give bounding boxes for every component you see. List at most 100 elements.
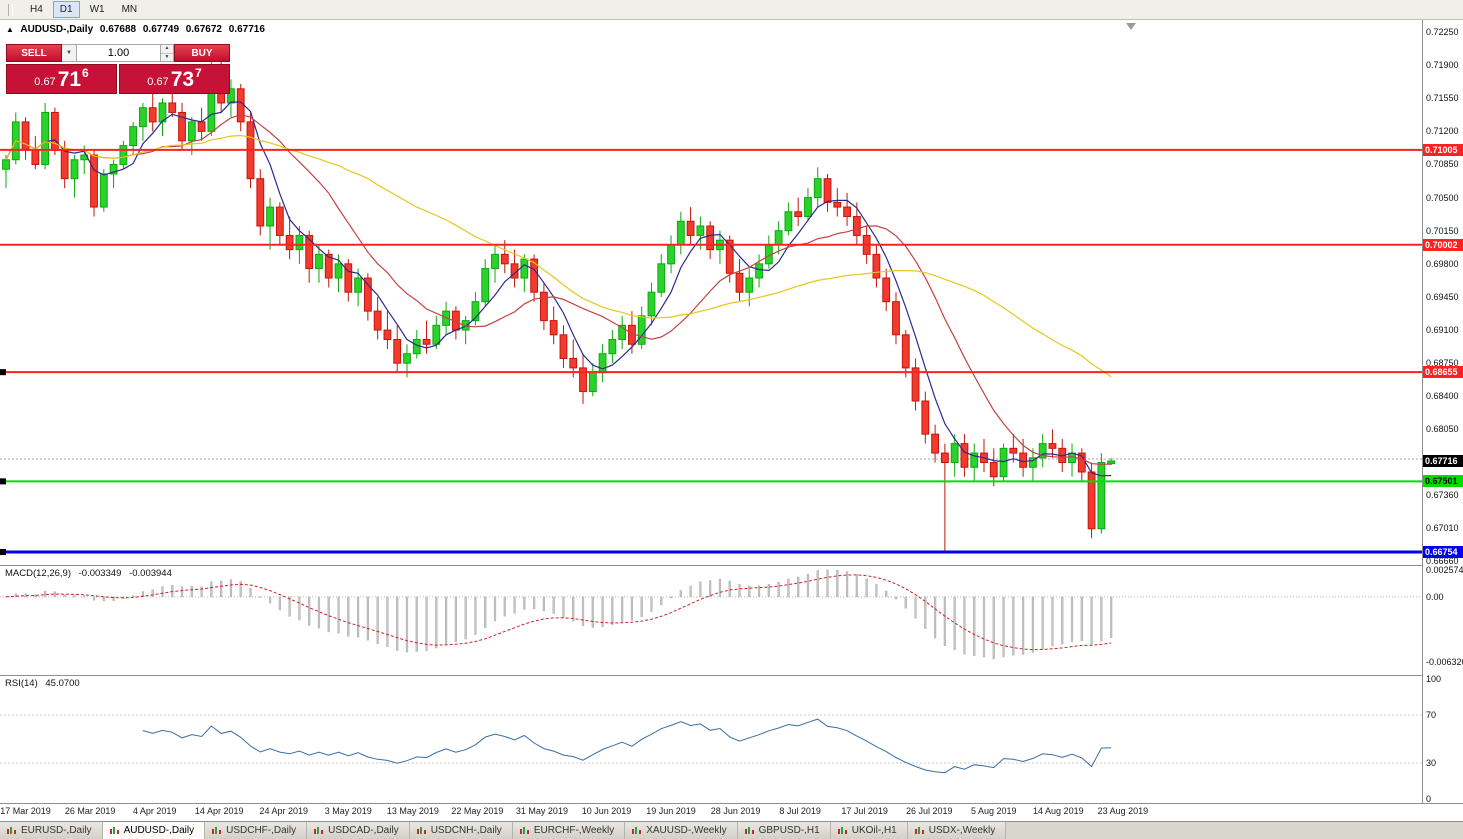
rsi-axis-label: 30 xyxy=(1426,758,1437,768)
price-axis-label: 0.72250 xyxy=(1426,27,1459,38)
timeframe-button-d1[interactable]: D1 xyxy=(52,1,80,18)
level-price-badge: 0.71005 xyxy=(1423,143,1463,156)
price-axis-label: 0.69100 xyxy=(1426,325,1459,336)
panel-separator[interactable] xyxy=(0,675,1463,676)
one-click-trade-panel: SELL ▼ ▲ ▼ BUY 0.67 71 6 0.67 73 7 xyxy=(6,44,230,94)
chart-tab-label: AUDUSD-,Daily xyxy=(123,825,195,836)
toolbar-grip-icon[interactable] xyxy=(8,3,13,16)
timeframe-button-mn[interactable]: MN xyxy=(121,4,138,15)
chart-tab-usdx-weekly[interactable]: USDX-,Weekly xyxy=(907,822,1007,839)
date-axis-label: 8 Jul 2019 xyxy=(779,806,821,816)
chart-tab-label: USDCNH-,Daily xyxy=(430,825,502,836)
chart-shift-marker-icon[interactable] xyxy=(1126,23,1136,30)
chart-tab-icon xyxy=(837,826,848,836)
rsi-header: RSI(14) 45.0700 xyxy=(5,678,85,689)
rsi-label: RSI(14) xyxy=(5,678,38,689)
timeframe-buttons: H4 D1 W1 MN xyxy=(23,1,147,18)
spin-up-icon[interactable]: ▲ xyxy=(161,45,173,54)
chart-tab-ukoil-h1[interactable]: UKOil-,H1 xyxy=(830,822,908,839)
panel-separator xyxy=(0,803,1463,804)
chart-tab-label: USDX-,Weekly xyxy=(928,825,996,836)
close-value: 0.67716 xyxy=(228,24,265,35)
timeframe-toolbar: H4 D1 W1 MN xyxy=(0,0,1463,20)
macd-signal-value: -0.003944 xyxy=(129,568,172,579)
date-axis-label: 22 May 2019 xyxy=(451,806,504,816)
moving-average-5 xyxy=(5,101,1112,477)
chart-tab-icon xyxy=(744,826,755,836)
chart-tab-icon xyxy=(109,826,120,836)
chart-tab-label: USDCHF-,Daily xyxy=(226,825,297,836)
price-axis-label: 0.71900 xyxy=(1426,60,1459,71)
date-axis-label: 24 Apr 2019 xyxy=(259,806,309,816)
timeframe-button-h4[interactable]: H4 xyxy=(30,4,43,15)
date-axis-label: 28 Jun 2019 xyxy=(710,806,761,816)
chart-tab-eurusd-daily[interactable]: EURUSD-,Daily xyxy=(0,822,103,839)
sell-button[interactable]: SELL xyxy=(6,44,62,62)
macd-value: -0.003349 xyxy=(78,568,122,579)
chart-tab-icon xyxy=(914,826,925,836)
macd-header: MACD(12,26,9) -0.003349 -0.003944 xyxy=(5,568,177,579)
ask-big-digits: 73 xyxy=(170,67,195,91)
moving-average-34 xyxy=(5,134,1112,378)
chart-tab-icon xyxy=(519,826,530,836)
line-anchor[interactable] xyxy=(0,369,6,376)
chart-tab-icon xyxy=(416,826,427,836)
moving-average-13 xyxy=(5,113,1112,465)
chart-tab-usdcad-daily[interactable]: USDCAD-,Daily xyxy=(307,822,410,839)
line-anchor[interactable] xyxy=(0,478,6,485)
volume-spinner: ▲ ▼ xyxy=(161,44,174,62)
macd-histogram xyxy=(4,569,1113,660)
chart-tab-label: EURCHF-,Weekly xyxy=(533,825,615,836)
rsi-axis-label: 100 xyxy=(1426,674,1442,684)
macd-indicator-chart[interactable] xyxy=(0,565,1422,675)
rsi-indicator-chart[interactable] xyxy=(0,675,1422,803)
macd-axis-label: 0.002574 xyxy=(1426,565,1463,576)
chart-tab-gbpusd-h1[interactable]: GBPUSD-,H1 xyxy=(737,822,831,839)
chart-tab-usdcnh-daily[interactable]: USDCNH-,Daily xyxy=(409,822,513,839)
price-axis-label: 0.69800 xyxy=(1426,258,1459,269)
price-axis-label: 0.68750 xyxy=(1426,358,1459,369)
rsi-line xyxy=(142,718,1112,774)
spin-down-icon[interactable]: ▼ xyxy=(161,53,173,61)
date-axis-label: 26 Jul 2019 xyxy=(905,806,953,816)
chart-tabs-bar: EURUSD-,Daily AUDUSD-,Daily USDCHF-,Daily U… xyxy=(0,821,1463,839)
open-value: 0.67688 xyxy=(99,24,137,35)
timeframe-button-w1[interactable]: W1 xyxy=(89,4,105,15)
chart-tab-xauusd-weekly[interactable]: XAUUSD-,Weekly xyxy=(625,822,738,839)
ask-price-display[interactable]: 0.67 73 7 xyxy=(119,64,230,94)
chart-tab-audusd-daily[interactable]: AUDUSD-,Daily xyxy=(102,822,206,839)
chart-window: 0.72250 0.71900 0.71550 0.71200 0.70850 0.705… xyxy=(0,20,1463,839)
price-axis-label: 0.70850 xyxy=(1426,159,1459,170)
chart-tab-usdchf-daily[interactable]: USDCHF-,Daily xyxy=(205,822,308,839)
date-axis-label: 17 Jul 2019 xyxy=(841,806,888,816)
macd-label: MACD(12,26,9) xyxy=(5,568,71,579)
panel-separator[interactable] xyxy=(0,565,1463,566)
chart-tab-icon xyxy=(313,826,324,836)
date-axis[interactable]: 17 Mar 2019 26 Mar 2019 4 Apr 2019 14 Apr 2… xyxy=(0,803,1422,821)
line-anchor[interactable] xyxy=(0,549,6,556)
chart-tab-label: GBPUSD-,H1 xyxy=(758,825,820,836)
date-axis-label: 14 Aug 2019 xyxy=(1033,806,1084,816)
price-axis-label: 0.67360 xyxy=(1426,489,1459,500)
price-axis-label: 0.68050 xyxy=(1426,424,1459,435)
price-axis[interactable]: 0.72250 0.71900 0.71550 0.71200 0.70850 0.705… xyxy=(1422,20,1463,804)
price-axis-label: 0.66660 xyxy=(1426,555,1459,566)
buy-button[interactable]: BUY xyxy=(174,44,230,62)
macd-axis-label: 0.00 xyxy=(1426,591,1444,602)
date-axis-label: 19 Jun 2019 xyxy=(646,806,696,816)
ask-pipette: 7 xyxy=(195,66,202,80)
chart-tab-label: XAUUSD-,Weekly xyxy=(646,825,727,836)
bid-pipette: 6 xyxy=(82,66,89,80)
level-price-badge: 0.68655 xyxy=(1423,366,1463,379)
candles xyxy=(2,50,1116,551)
volume-input[interactable] xyxy=(77,44,161,62)
level-price-badge: 0.70002 xyxy=(1423,238,1463,251)
symbol-name: AUDUSD-,Daily xyxy=(20,24,94,35)
date-axis-label: 4 Apr 2019 xyxy=(132,806,177,816)
bid-price-display[interactable]: 0.67 71 6 xyxy=(6,64,117,94)
price-chart[interactable] xyxy=(0,20,1422,565)
chart-tab-eurchf-weekly[interactable]: EURCHF-,Weekly xyxy=(512,822,626,839)
rsi-value: 45.0700 xyxy=(45,678,80,689)
price-axis-label: 0.71200 xyxy=(1426,126,1459,137)
volume-dropdown-icon[interactable]: ▼ xyxy=(62,44,77,62)
